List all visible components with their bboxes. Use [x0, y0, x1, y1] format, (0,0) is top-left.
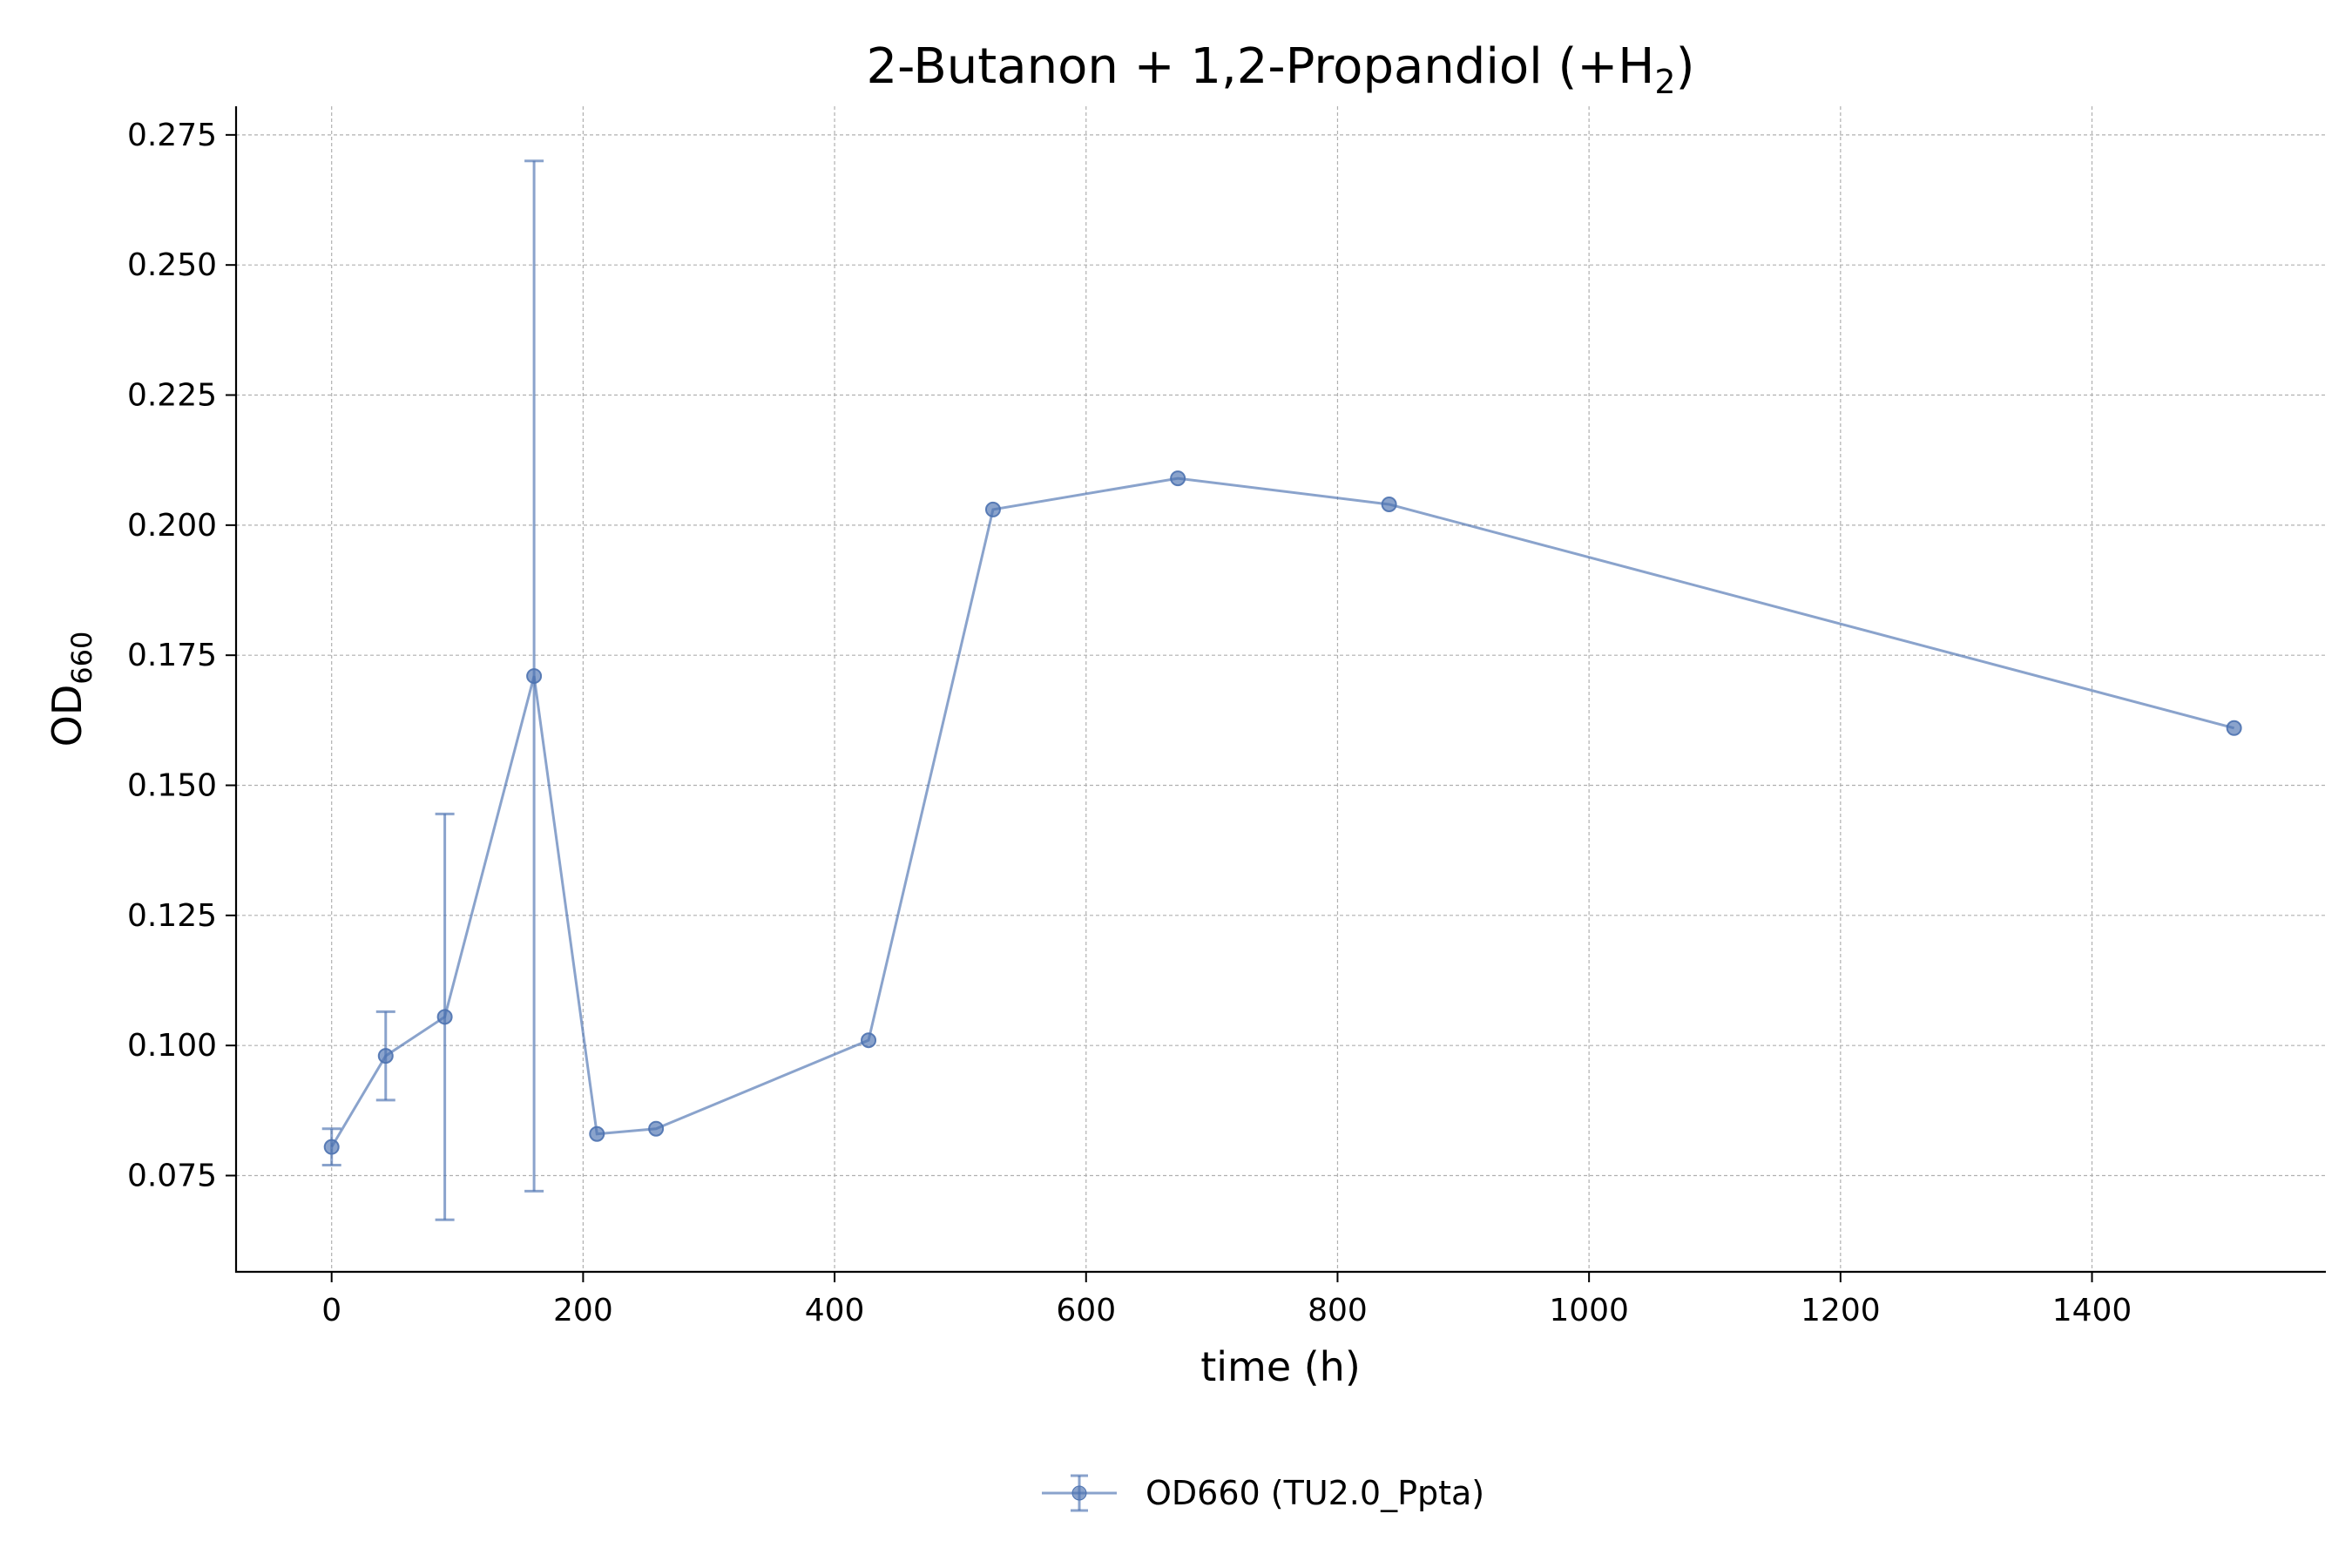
series-line: [330, 476, 2235, 1148]
y-tick-label: 0.175: [127, 638, 217, 673]
legend: OD660 (TU2.0_Ppta): [1042, 1474, 1484, 1512]
grid: [236, 106, 2326, 1272]
y-tick-label: 0.075: [127, 1158, 217, 1193]
series-od660: [321, 159, 2242, 1221]
y-tick-label: 0.250: [127, 247, 217, 283]
data-point: [377, 1048, 394, 1064]
data-point: [436, 1009, 453, 1025]
y-tick-label: 0.275: [127, 118, 217, 153]
x-axis-title: time (h): [1200, 1343, 1361, 1390]
x-tick-label: 800: [1308, 1293, 1368, 1328]
ticks: 0 200 400 600 800 1000 1200 1400 0.075 0.100 0.125…: [127, 118, 2132, 1328]
data-point: [589, 1125, 605, 1142]
y-axis-title: OD660: [44, 632, 98, 747]
x-tick-label: 0: [321, 1293, 341, 1328]
data-point: [2226, 720, 2242, 736]
data-point: [648, 1120, 665, 1137]
data-point: [1170, 470, 1186, 487]
axis-spines: [234, 106, 2326, 1274]
x-tick-label: 600: [1056, 1293, 1116, 1328]
data-point: [526, 668, 543, 685]
y-tick-label: 0.225: [127, 378, 217, 414]
data-point: [323, 1139, 340, 1155]
x-tick-label: 200: [553, 1293, 613, 1328]
chart-title: 2-Butanon + 1,2-Propandiol (+H2): [867, 38, 1695, 101]
legend-marker: [1071, 1485, 1087, 1501]
y-tick-label: 0.100: [127, 1028, 217, 1064]
data-point: [984, 501, 1001, 517]
x-tick-label: 1200: [1801, 1293, 1881, 1328]
y-tick-label: 0.125: [127, 898, 217, 934]
data-point: [861, 1032, 877, 1049]
legend-label: OD660 (TU2.0_Ppta): [1146, 1474, 1484, 1512]
x-tick-label: 1400: [2052, 1293, 2132, 1328]
x-tick-label: 1000: [1549, 1293, 1629, 1328]
y-tick-label: 0.200: [127, 508, 217, 544]
x-tick-label: 400: [805, 1293, 865, 1328]
axes: [234, 106, 2326, 1274]
y-tick-label: 0.150: [127, 768, 217, 804]
data-point: [1381, 496, 1397, 512]
chart-title-subscript: 2: [1654, 63, 1675, 101]
y-axis-title-subscript: 660: [65, 632, 98, 685]
